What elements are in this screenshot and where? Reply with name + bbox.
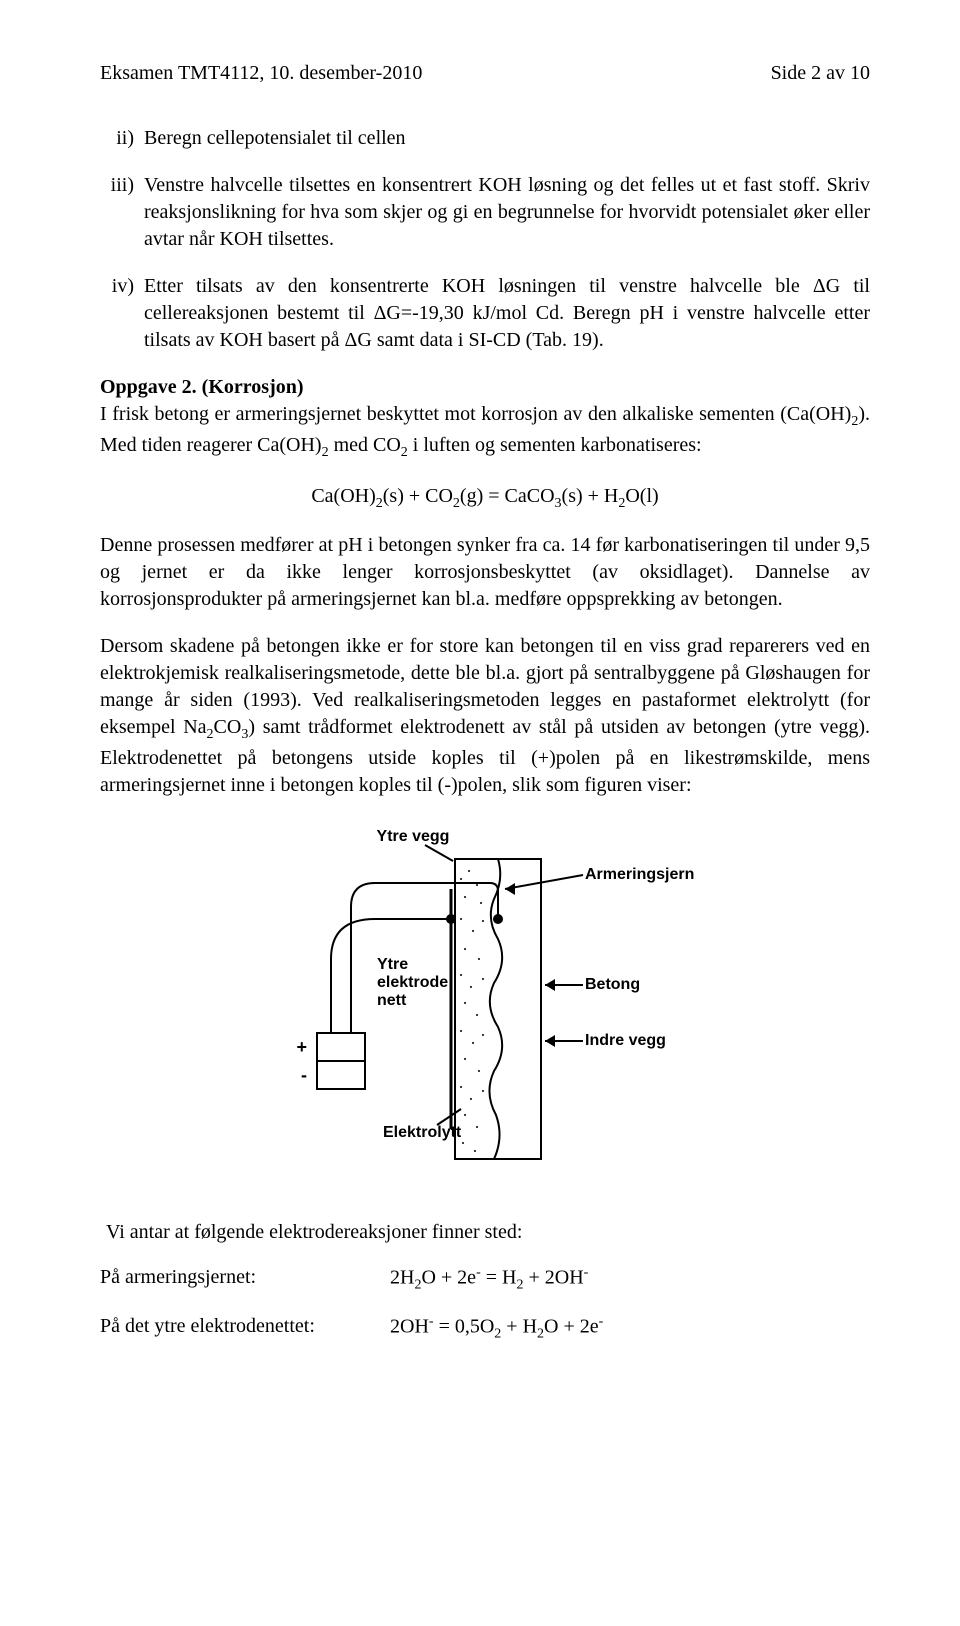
para3-b: CO [214,716,242,738]
electrode-reactions: Vi antar at følgende elektrodereaksjoner… [100,1219,870,1345]
plus-label: + [296,1037,307,1057]
label-ytre-elektrode-nett-2: elektrode [377,974,448,991]
reaction-armeringsjern: På armeringsjernet: 2H2O + 2e- = H2 + 2O… [100,1264,870,1296]
oppgave2-para2: Denne prosessen medfører at pH i betonge… [100,532,870,613]
realkalization-diagram: + - Ytre vegg Armeringsjern Betong Indre… [100,819,870,1179]
label-ytre-elektrode-nett-1: Ytre [377,956,408,973]
item-iv: iv) Etter tilsats av den konsentrerte KO… [100,273,870,354]
item-iii-marker: iii) [100,172,134,253]
item-ii-text: Beregn cellepotensialet til cellen [144,125,870,152]
minus-label: - [301,1065,307,1085]
carbonation-equation: Ca(OH)2(s) + CO2(g) = CaCO3(s) + H2O(l) [100,483,870,514]
label-elektrolytt: Elektrolytt [383,1124,462,1141]
label-armeringsjern: Armeringsjern [585,866,694,883]
reaction1-label: På armeringsjernet: [100,1264,330,1296]
reaction2-label: På det ytre elektrodenettet: [100,1313,330,1345]
item-iii: iii) Venstre halvcelle tilsettes en kons… [100,172,870,253]
item-iii-text: Venstre halvcelle tilsettes en konsentre… [144,172,870,253]
reaction1-equation: 2H2O + 2e- = H2 + 2OH- [390,1264,588,1296]
reaction2-equation: 2OH- = 0,5O2 + H2O + 2e- [390,1313,603,1345]
reaction-ytre-nett: På det ytre elektrodenettet: 2OH- = 0,5O… [100,1313,870,1345]
item-ii-marker: ii) [100,125,134,152]
label-ytre-vegg: Ytre vegg [377,828,450,845]
item-iv-text: Etter tilsats av den konsentrerte KOH lø… [144,273,870,354]
oppgave2-intro-d: i luften og sementen karbonatiseres: [408,434,702,456]
oppgave2-title: Oppgave 2. (Korrosjon) [100,376,304,398]
label-indre-vegg: Indre vegg [585,1032,666,1049]
item-iv-marker: iv) [100,273,134,354]
label-ytre-elektrode-nett-3: nett [377,992,407,1009]
oppgave2-intro-c: med CO [329,434,401,456]
item-ii: ii) Beregn cellepotensialet til cellen [100,125,870,152]
label-betong: Betong [585,976,640,993]
oppgave2-intro-a: I frisk betong er armeringsjernet beskyt… [100,403,851,425]
reactions-intro: Vi antar at følgende elektrodereaksjoner… [106,1219,870,1246]
header-right: Side 2 av 10 [771,60,870,87]
oppgave2-intro: Oppgave 2. (Korrosjon) I frisk betong er… [100,374,870,463]
oppgave2-para3: Dersom skadene på betongen ikke er for s… [100,633,870,799]
header-left: Eksamen TMT4112, 10. desember-2010 [100,60,422,87]
page-header: Eksamen TMT4112, 10. desember-2010 Side … [100,60,870,87]
